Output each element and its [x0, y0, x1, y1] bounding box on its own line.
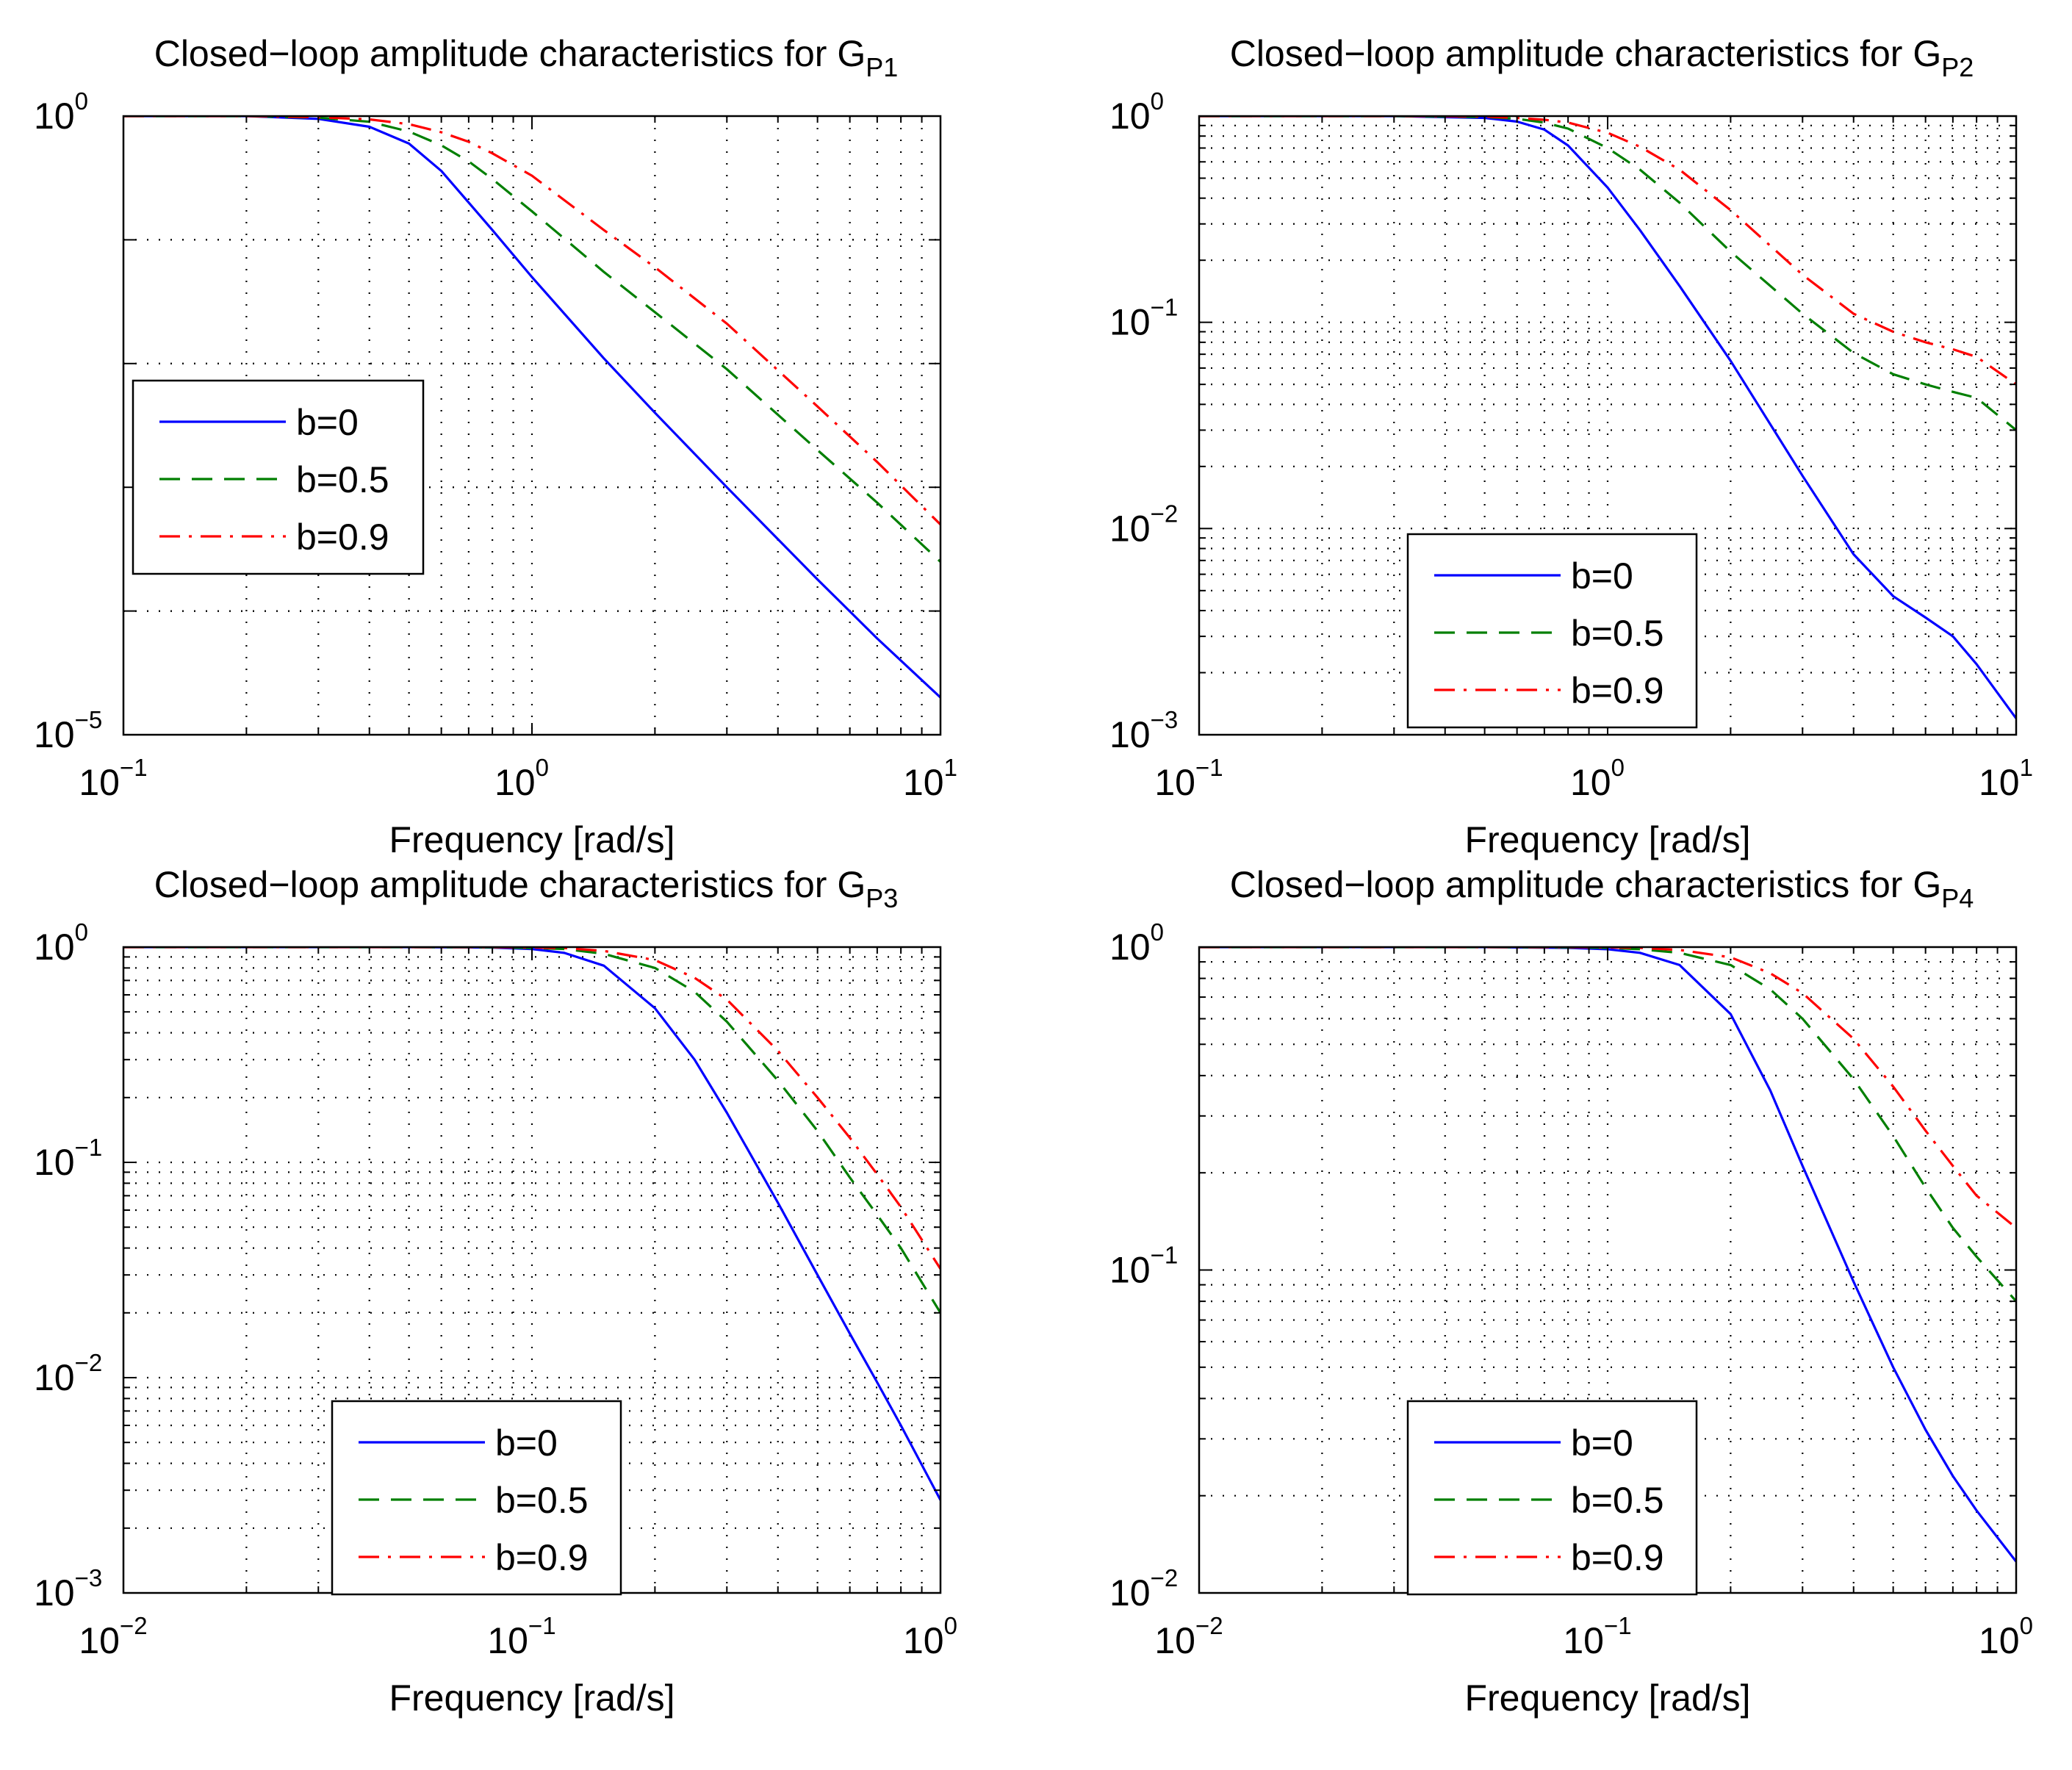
- legend-label: b=0.9: [495, 1537, 589, 1578]
- legend-label: b=0: [296, 402, 359, 443]
- tick-marks: [1198, 115, 2017, 735]
- chart-panel-4: 10−2 10−1 100 10−2 10−1 100 Frequency [rad/s] C…: [1109, 864, 2033, 1719]
- legend: b=0 b=0.5 b=0.9: [331, 1400, 622, 1596]
- x-tick-label: 100: [1979, 1612, 2033, 1661]
- series-line-b=0: [123, 116, 940, 699]
- legend-label: b=0.5: [1571, 1480, 1664, 1521]
- legend-box: [331, 1400, 622, 1596]
- series-line-b=0.9: [1199, 116, 2016, 386]
- y-tick-label: 10−2: [1109, 500, 1178, 549]
- y-tick-label: 100: [34, 918, 88, 968]
- series-line-b=0.9: [123, 116, 940, 526]
- legend-label: b=0.9: [296, 517, 389, 558]
- legend-label: b=0.9: [1571, 670, 1664, 711]
- x-axis-label: Frequency [rad/s]: [389, 819, 675, 860]
- series-line-b=0: [1199, 116, 2016, 719]
- legend-label: b=0: [1571, 555, 1633, 597]
- y-tick-label: 100: [34, 87, 88, 137]
- y-tick-label: 100: [1109, 87, 1164, 137]
- y-tick-label: 10−3: [34, 1564, 102, 1613]
- x-tick-label: 10−2: [1154, 1612, 1223, 1661]
- legend: b=0 b=0.5 b=0.9: [1406, 533, 1698, 729]
- x-tick-label: 10−2: [79, 1612, 147, 1661]
- chart-panel-2: 10−1 100 101 10−3 10−2 10−1 100 Frequency [rad/…: [1109, 33, 2033, 860]
- chart-title: Closed−loop amplitude characteristics fo…: [154, 864, 899, 913]
- legend: b=0 b=0.5 b=0.9: [1406, 1400, 1698, 1596]
- series-line-b=0.5: [123, 947, 940, 1314]
- legend-box: [1406, 1400, 1698, 1596]
- x-tick-label: 101: [1979, 754, 2033, 803]
- x-tick-label: 10−1: [79, 754, 147, 803]
- x-tick-label: 10−1: [1563, 1612, 1631, 1661]
- chart-title: Closed−loop amplitude characteristics fo…: [1230, 33, 1974, 82]
- legend-label: b=0.5: [495, 1480, 589, 1521]
- x-axis-label: Frequency [rad/s]: [1464, 819, 1750, 860]
- legend-label: b=0: [495, 1422, 558, 1464]
- y-tick-label: 100: [1109, 918, 1164, 968]
- x-tick-label: 100: [494, 754, 549, 803]
- y-tick-label: 10−2: [1109, 1564, 1178, 1613]
- x-tick-label: 101: [903, 754, 957, 803]
- legend-box: [132, 379, 425, 575]
- y-tick-label: 10−5: [34, 706, 102, 755]
- x-tick-label: 100: [1570, 754, 1625, 803]
- x-axis-label: Frequency [rad/s]: [1464, 1677, 1750, 1719]
- x-tick-label: 10−1: [1154, 754, 1223, 803]
- y-tick-label: 10−1: [1109, 1242, 1178, 1291]
- tick-marks: [123, 115, 941, 735]
- legend-box: [1406, 533, 1698, 729]
- legend-label: b=0.5: [296, 459, 389, 500]
- y-tick-label: 10−1: [1109, 294, 1178, 343]
- y-tick-label: 10−1: [34, 1134, 102, 1183]
- legend-label: b=0.5: [1571, 613, 1664, 654]
- x-tick-label: 10−1: [487, 1612, 555, 1661]
- chart-title: Closed−loop amplitude characteristics fo…: [154, 33, 899, 82]
- x-tick-label: 100: [903, 1612, 957, 1661]
- legend-label: b=0: [1571, 1422, 1633, 1464]
- y-tick-label: 10−2: [34, 1349, 102, 1398]
- tick-marks: [123, 946, 941, 1594]
- x-axis-label: Frequency [rad/s]: [389, 1677, 675, 1719]
- legend: b=0 b=0.5 b=0.9: [132, 379, 425, 575]
- legend-label: b=0.9: [1571, 1537, 1664, 1578]
- chart-title: Closed−loop amplitude characteristics fo…: [1230, 864, 1974, 913]
- chart-panel-1: 10−1 100 101 10−5 100 Frequency [rad/s] Closed…: [34, 33, 957, 860]
- y-tick-label: 10−3: [1109, 706, 1178, 755]
- tick-marks: [1198, 946, 2017, 1594]
